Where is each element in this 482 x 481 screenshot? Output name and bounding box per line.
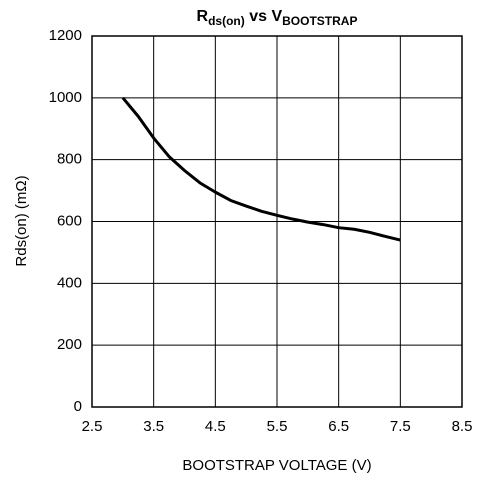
title-part: R — [197, 8, 209, 25]
title-part: BOOTSTRAP — [282, 14, 357, 28]
y-axis-label: Rds(on) (mΩ) — [13, 175, 30, 266]
x-tick-label: 8.5 — [452, 418, 473, 435]
y-tick-label: 0 — [74, 398, 82, 415]
y-tick-label: 200 — [57, 336, 82, 353]
y-tick-label: 1200 — [49, 27, 82, 44]
y-tick-label: 600 — [57, 212, 82, 229]
x-tick-label: 6.5 — [328, 418, 349, 435]
y-tick-label: 1000 — [49, 89, 82, 106]
x-axis-label: BOOTSTRAP VOLTAGE (V) — [182, 457, 371, 474]
y-tick-label: 400 — [57, 274, 82, 291]
x-tick-label: 3.5 — [143, 418, 164, 435]
chart-title: Rds(on) vs VBOOTSTRAP — [197, 8, 358, 28]
x-tick-label: 5.5 — [267, 418, 288, 435]
data-line — [121, 96, 401, 242]
x-tick-label: 4.5 — [205, 418, 226, 435]
x-tick-label: 7.5 — [390, 418, 411, 435]
y-tick-label: 800 — [57, 151, 82, 168]
title-part: vs V — [245, 8, 283, 25]
x-tick-label: 2.5 — [82, 418, 103, 435]
title-part: ds(on) — [208, 14, 245, 28]
